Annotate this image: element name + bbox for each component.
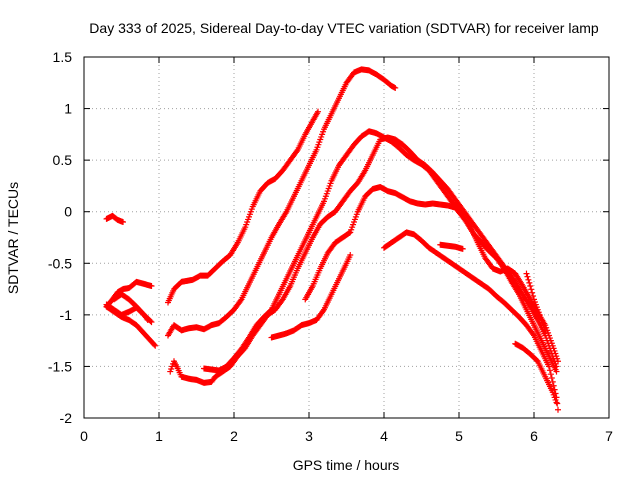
series-track-15: [523, 270, 549, 334]
data-point: [237, 297, 244, 304]
series-track-7: [167, 134, 560, 386]
data-point: [554, 400, 561, 407]
data-point: [315, 108, 321, 115]
data-point: [148, 319, 155, 326]
data-markers: [103, 66, 561, 413]
data-point: [524, 273, 531, 280]
y-tick-label: 0.5: [53, 152, 73, 168]
data-point: [529, 289, 536, 296]
data-point: [392, 84, 399, 91]
y-tick-label: -0.5: [48, 255, 72, 271]
data-point: [555, 358, 561, 365]
data-point: [546, 363, 552, 370]
series-track-10: [268, 252, 354, 341]
grid-lines: [84, 57, 609, 418]
series-track-4: [103, 303, 159, 349]
data-point: [144, 317, 151, 324]
y-tick-label: 1: [64, 101, 72, 117]
data-point: [148, 282, 155, 289]
data-point: [143, 315, 150, 322]
data-point: [528, 286, 535, 293]
series-track-6: [165, 108, 321, 306]
data-point: [525, 276, 532, 283]
y-tick-label: -1.5: [48, 358, 72, 374]
series-track-9: [201, 128, 560, 375]
data-point: [542, 327, 549, 334]
series-track-5: [111, 291, 151, 324]
data-point: [530, 293, 537, 300]
x-tick-label: 5: [455, 428, 463, 444]
data-point: [549, 378, 556, 385]
data-point: [152, 342, 159, 349]
series-track-11: [302, 183, 561, 365]
x-tick-label: 1: [155, 428, 163, 444]
chart-title: Day 333 of 2025, Sidereal Day-to-day VTE…: [89, 20, 599, 36]
data-point: [151, 341, 158, 348]
x-tick-label: 4: [380, 428, 388, 444]
series-track-1: [103, 212, 126, 226]
series-track-14: [512, 340, 560, 406]
data-point: [120, 219, 126, 226]
data-point: [527, 282, 534, 289]
series-track-12: [381, 229, 561, 413]
y-tick-label: 0: [64, 204, 72, 220]
data-point: [320, 307, 327, 314]
series-track-8: [165, 66, 399, 339]
x-tick-label: 0: [80, 428, 88, 444]
data-point: [546, 367, 553, 374]
data-point: [547, 371, 554, 378]
x-tick-label: 7: [605, 428, 613, 444]
x-axis-label: GPS time / hours: [293, 457, 400, 473]
y-tick-label: 1.5: [53, 49, 73, 65]
x-tick-label: 2: [230, 428, 238, 444]
data-point: [553, 399, 560, 406]
data-point: [530, 331, 537, 338]
data-point: [459, 245, 466, 252]
x-tick-label: 6: [530, 428, 538, 444]
data-point: [293, 148, 300, 155]
data-point: [346, 229, 353, 236]
y-tick-label: -1: [60, 307, 73, 323]
data-point: [526, 279, 533, 286]
y-axis-label: SDTVAR / TECUs: [5, 182, 21, 294]
plot-frame: [83, 56, 610, 419]
data-point: [466, 222, 473, 229]
data-point: [555, 406, 561, 413]
data-point: [347, 252, 354, 259]
data-point: [523, 270, 530, 277]
data-point: [548, 375, 555, 382]
data-point: [147, 318, 154, 325]
series-track-13: [437, 241, 466, 252]
y-tick-label: -2: [60, 410, 73, 426]
data-point: [553, 368, 560, 375]
x-tick-label: 3: [305, 428, 313, 444]
